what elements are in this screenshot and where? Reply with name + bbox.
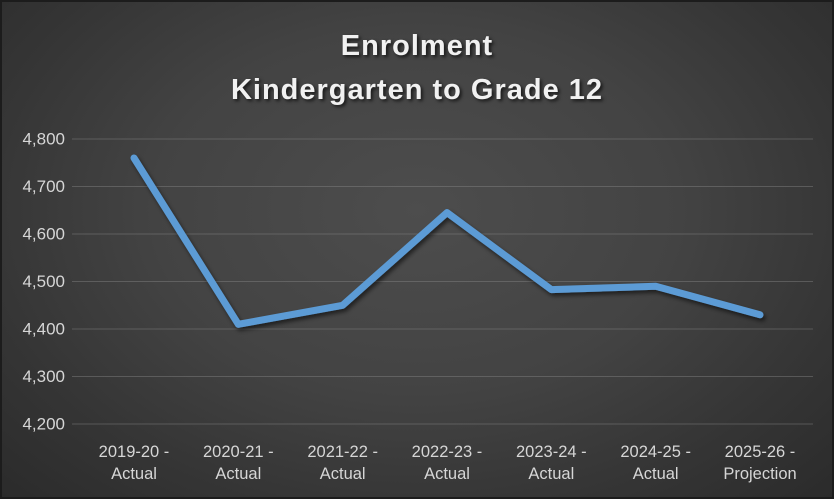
x-axis-tick-label: Actual — [215, 465, 261, 483]
enrolment-series-line — [130, 154, 764, 328]
x-axis-tick-label: 2023-24 - — [516, 443, 587, 461]
y-axis-tick-label: 4,300 — [22, 367, 65, 386]
x-axis-tick-label: 2021-22 - — [307, 443, 378, 461]
y-axis-tick-label: 4,800 — [22, 130, 65, 149]
x-axis-tick-label: Actual — [320, 465, 366, 483]
y-axis-tick-label: 4,500 — [22, 272, 65, 291]
y-axis-tick-label: 4,200 — [22, 415, 65, 434]
x-axis-tick-label: 2024-25 - — [620, 443, 691, 461]
x-axis-tick-label: 2020-21 - — [203, 443, 274, 461]
x-axis-tick-label: Actual — [424, 465, 470, 483]
x-axis-tick-label: 2025-26 - — [725, 443, 796, 461]
x-axis-tick-label: Actual — [528, 465, 574, 483]
x-axis-tick-label: Actual — [633, 465, 679, 483]
y-axis-tick-label: 4,600 — [22, 225, 65, 244]
x-axis-tick-label: Projection — [723, 465, 796, 483]
x-axis-tick-label: 2019-20 - — [99, 443, 170, 461]
x-axis-tick-label: Actual — [111, 465, 157, 483]
y-axis-tick-label: 4,700 — [22, 177, 65, 196]
y-axis-tick-label: 4,400 — [22, 320, 65, 339]
x-axis-tick-label: 2022-23 - — [412, 443, 483, 461]
